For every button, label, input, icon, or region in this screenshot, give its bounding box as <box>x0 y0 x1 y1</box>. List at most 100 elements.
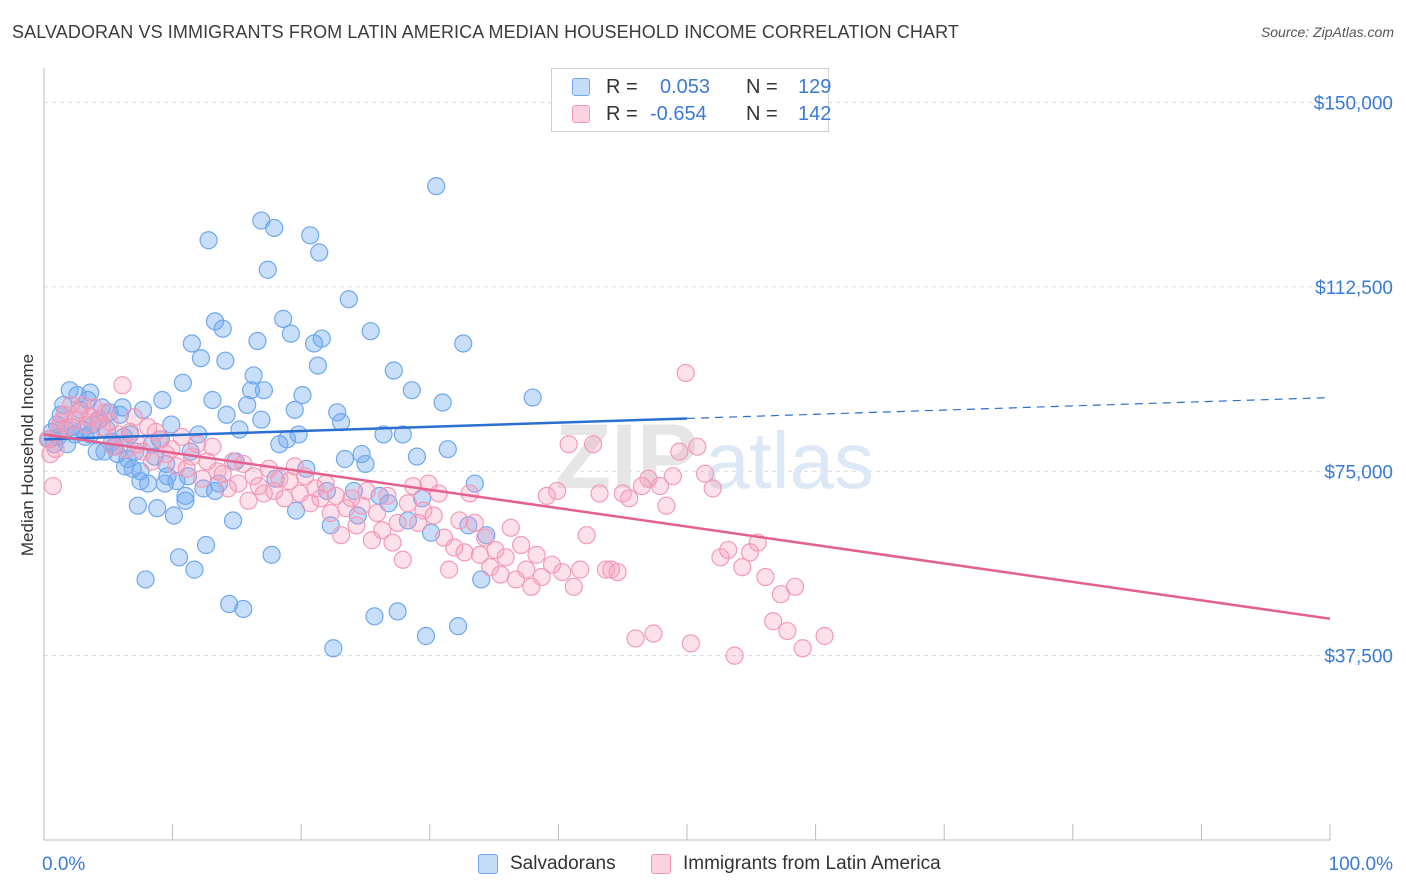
source-note: Source: ZipAtlas.com <box>1260 24 1394 40</box>
immigrants-point <box>681 634 700 653</box>
immigrants-point <box>771 585 790 604</box>
salvadorans-point <box>328 403 347 422</box>
immigrants-point <box>331 526 351 545</box>
immigrants-point <box>486 540 505 560</box>
salvadorans-point <box>379 494 398 513</box>
salvadorans-swatch <box>478 854 498 874</box>
salvadorans-point <box>173 373 192 392</box>
immigrants-trend-line <box>43 433 1331 621</box>
legend-label: Immigrants from Latin America <box>683 853 941 874</box>
salvadorans-point <box>118 449 137 469</box>
salvadorans-point <box>293 385 312 405</box>
salvadorans-point <box>465 474 484 493</box>
correlation-legend: R = 0.053 N = 129 R = -0.654 N = 142 <box>551 68 831 132</box>
immigrants-point <box>491 565 510 584</box>
salvadorans-point <box>310 243 329 262</box>
salvadorans-point <box>203 390 222 410</box>
immigrants-point <box>725 646 744 665</box>
immigrants-point <box>347 516 366 535</box>
salvadorans-point <box>344 481 364 501</box>
salvadorans-point <box>274 309 293 328</box>
immigrants-swatch <box>651 854 671 874</box>
immigrants-point <box>455 543 474 562</box>
immigrants-point <box>537 486 556 505</box>
r-value: -0.654 <box>650 102 707 125</box>
immigrants-point <box>424 506 443 525</box>
legend-label: Salvadorans <box>510 853 616 874</box>
salvadorans-point <box>301 226 320 245</box>
immigrants-point <box>608 562 627 582</box>
n-value: 129 <box>798 75 832 98</box>
immigrants-point <box>429 484 448 503</box>
immigrants-point <box>367 503 387 523</box>
immigrants-point <box>650 476 670 496</box>
immigrants-point <box>378 486 397 505</box>
salvadorans-point <box>167 472 186 491</box>
immigrants-point <box>740 543 760 562</box>
salvadorans-point <box>213 319 232 338</box>
salvadorans-point <box>191 349 210 368</box>
immigrants-point <box>703 479 722 498</box>
salvadorans-point <box>433 393 452 412</box>
immigrants-point <box>542 555 562 574</box>
salvadorans-point <box>454 334 473 353</box>
immigrants-point <box>218 479 237 498</box>
salvadorans-point <box>352 444 371 464</box>
immigrants-point <box>632 476 652 496</box>
immigrants-point <box>172 427 191 446</box>
x-tick-label: 100.0% <box>1329 854 1394 875</box>
salvadorans-point <box>289 425 308 444</box>
immigrants-point <box>388 513 407 533</box>
y-axis-label: Median Household Income <box>18 354 37 556</box>
immigrants-point <box>124 408 144 427</box>
r-label: R = <box>606 102 638 125</box>
salvadorans-point <box>217 405 236 424</box>
salvadorans-point <box>402 381 421 400</box>
watermark-atlas: atlas <box>705 416 874 505</box>
immigrants-point <box>357 481 376 501</box>
immigrants-point <box>475 528 495 547</box>
salvadorans-point <box>230 420 249 439</box>
salvadorans-point <box>131 462 150 481</box>
immigrants-point <box>711 548 730 567</box>
immigrants-point <box>553 562 572 582</box>
immigrants-point <box>244 467 263 486</box>
salvadorans-point <box>148 499 167 518</box>
immigrants-point <box>793 639 812 658</box>
salvadorans-point <box>258 260 277 279</box>
legend-row-salvadorans: R = 0.053 N = 129 <box>572 75 831 99</box>
salvadorans-point <box>128 496 147 515</box>
salvadorans-trend-line <box>43 417 688 441</box>
salvadorans-point <box>169 548 189 567</box>
immigrants-point <box>398 494 418 513</box>
immigrants-point <box>187 435 207 454</box>
immigrants-point <box>657 496 676 515</box>
immigrants-point <box>414 501 433 520</box>
immigrants-point <box>577 526 596 545</box>
immigrants-point <box>532 567 551 587</box>
salvadorans-point <box>285 400 304 419</box>
salvadorans-point <box>265 218 284 238</box>
salvadorans-point <box>113 398 132 417</box>
salvadorans-point <box>234 599 253 619</box>
immigrants-point <box>571 560 590 579</box>
r-label: R = <box>606 75 638 98</box>
legend-row-immigrants: R = -0.654 N = 142 <box>572 102 831 126</box>
salvadorans-point <box>248 331 267 351</box>
immigrants-point <box>465 513 484 533</box>
salvadorans-point <box>254 381 274 400</box>
salvadorans-point <box>384 361 403 380</box>
salvadorans-point <box>205 312 225 331</box>
immigrants-point <box>229 474 248 493</box>
salvadorans-point <box>110 405 129 424</box>
immigrants-point <box>393 550 412 569</box>
immigrants-point <box>778 621 797 641</box>
immigrants-point <box>58 417 77 437</box>
salvadorans-point <box>153 390 172 410</box>
y-tick-label: $150,000 <box>1314 94 1393 115</box>
immigrants-point <box>501 518 520 537</box>
y-tick-label: $112,500 <box>1315 278 1393 299</box>
salvadorans-point <box>241 381 261 400</box>
immigrants-point <box>481 558 500 577</box>
